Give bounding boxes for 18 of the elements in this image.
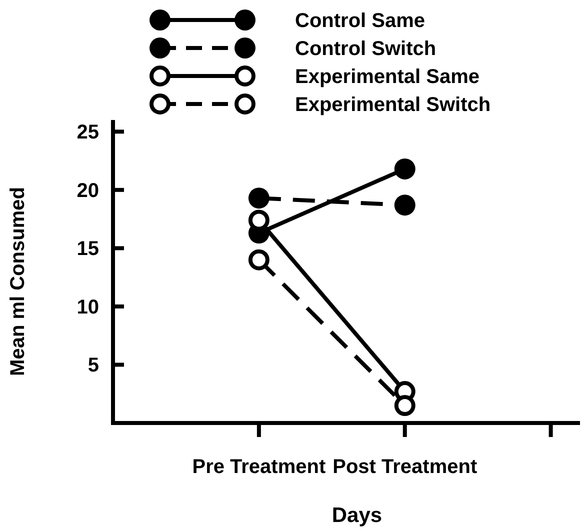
legend-label: Control Switch [295, 38, 436, 60]
legend-label: Control Same [295, 10, 426, 32]
y-tick-label: 5 [88, 354, 99, 377]
x-tick-label: Post Treatment [332, 456, 478, 478]
y-tick-label: 20 [76, 180, 99, 202]
y-tick-label: 25 [76, 122, 99, 144]
y-axis-title: Mean ml Consumed [7, 187, 29, 376]
legend-label: Experimental Same [295, 66, 480, 88]
point [394, 395, 416, 416]
point [248, 249, 270, 270]
x-axis-title: Days [332, 504, 382, 527]
y-tick-label: 15 [76, 238, 99, 260]
y-tick-label: 10 [76, 296, 99, 318]
legend-label: Experimental Switch [295, 94, 491, 116]
point [394, 194, 416, 216]
x-tick-label: Pre Treatment [192, 456, 326, 478]
point [248, 188, 270, 209]
point [394, 158, 416, 180]
